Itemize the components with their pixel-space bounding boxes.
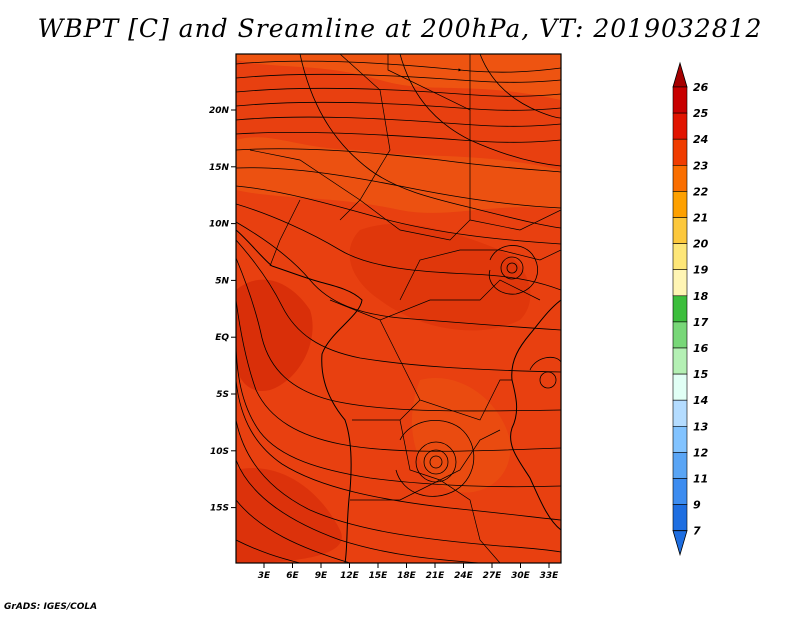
colorbar-label: 22: [693, 185, 709, 198]
colorbar-label: 26: [693, 81, 709, 94]
wbpt-zone-central: [349, 223, 531, 331]
colorbar-label: 19: [693, 264, 709, 277]
lon-tick-label: 33E: [540, 571, 560, 581]
colorbar-label: 15: [693, 368, 709, 381]
colorbar-label: 21: [693, 212, 708, 225]
grads-credit: GrADS: IGES/COLA: [4, 602, 98, 612]
colorbar-label: 24: [693, 133, 708, 146]
lon-tick-label: 3E: [258, 571, 271, 581]
colorbar-label: 23: [693, 159, 709, 172]
colorbar-label: 17: [693, 316, 709, 329]
streamlines: [236, 54, 561, 563]
colorbar-swatch: [672, 295, 688, 323]
colorbar-label: 14: [693, 394, 708, 407]
colorbar-swatch: [672, 269, 688, 297]
longitude-axis: 3E 6E 9E 12E 15E 18E 21E 24E 27E 30E 33E: [258, 563, 559, 581]
lat-tick-label: 20N: [209, 106, 230, 116]
lon-tick-label: 9E: [315, 571, 328, 581]
colorbar-swatch: [672, 478, 688, 505]
wbpt-zone-south-atlantic: [236, 468, 342, 563]
wbpt-zone-sahel: [236, 137, 561, 213]
colorbar: 26 25 24 23 22 21 20 19 18 17 16 15 14 13 12 11 9 7: [672, 61, 709, 557]
lat-tick-label: 10N: [209, 220, 230, 230]
colorbar-swatch: [672, 165, 688, 192]
colorbar-label: 7: [693, 525, 701, 538]
lat-tick-label: 15S: [210, 504, 229, 514]
map-frame: [235, 53, 562, 564]
lon-tick-label: 6E: [286, 571, 299, 581]
lat-tick-label: 15N: [209, 163, 230, 173]
coastlines: [236, 229, 561, 563]
lon-tick-label: 21E: [426, 571, 446, 581]
colorbar-swatch: [672, 399, 688, 427]
colorbar-swatch: [672, 504, 688, 532]
colorbar-swatch: [672, 86, 688, 114]
colorbar-label: 11: [693, 473, 708, 486]
lat-tick-label: 5N: [215, 276, 229, 286]
lon-tick-label: 30E: [511, 571, 531, 581]
wbpt-zone-north: [236, 54, 561, 100]
colorbar-swatch: [672, 425, 688, 453]
colorbar-label: 13: [693, 420, 709, 433]
lon-tick-label: 27E: [483, 571, 503, 581]
colorbar-swatch: [672, 321, 688, 349]
colorbar-label: 25: [693, 107, 709, 120]
latitude-axis: 20N 15N 10N 5N EQ 5S 10S 15S: [209, 106, 236, 514]
colorbar-swatch: [672, 452, 688, 479]
colorbar-label: 20: [693, 238, 709, 251]
lat-tick-label: 5S: [216, 390, 229, 400]
colorbar-swatch: [672, 373, 688, 401]
colorbar-swatch: [672, 191, 688, 218]
colorbar-swatch: [672, 112, 688, 140]
wbpt-zone-southeast: [411, 378, 511, 493]
colorbar-swatch: [672, 138, 688, 166]
colorbar-label: 18: [693, 290, 709, 303]
colorbar-label: 12: [693, 446, 709, 459]
chart-title: WBPT [C] and Sreamline at 200hPa, VT: 20…: [37, 14, 763, 43]
colorbar-bottom-arrow: [672, 530, 688, 557]
lon-tick-label: 12E: [340, 571, 360, 581]
country-borders: [249, 54, 561, 563]
lon-tick-label: 18E: [397, 571, 417, 581]
colorbar-top-arrow: [672, 61, 688, 88]
colorbar-swatch: [672, 217, 688, 244]
colorbar-swatch: [672, 243, 688, 271]
lon-tick-label: 15E: [369, 571, 389, 581]
wbpt-zone-gulf: [236, 279, 313, 391]
lat-tick-label: EQ: [215, 333, 229, 343]
lon-tick-label: 24E: [454, 571, 474, 581]
colorbar-label: 16: [693, 342, 709, 355]
lat-tick-label: 10S: [210, 447, 229, 457]
colorbar-label: 9: [693, 499, 701, 512]
colorbar-swatch: [672, 347, 688, 375]
